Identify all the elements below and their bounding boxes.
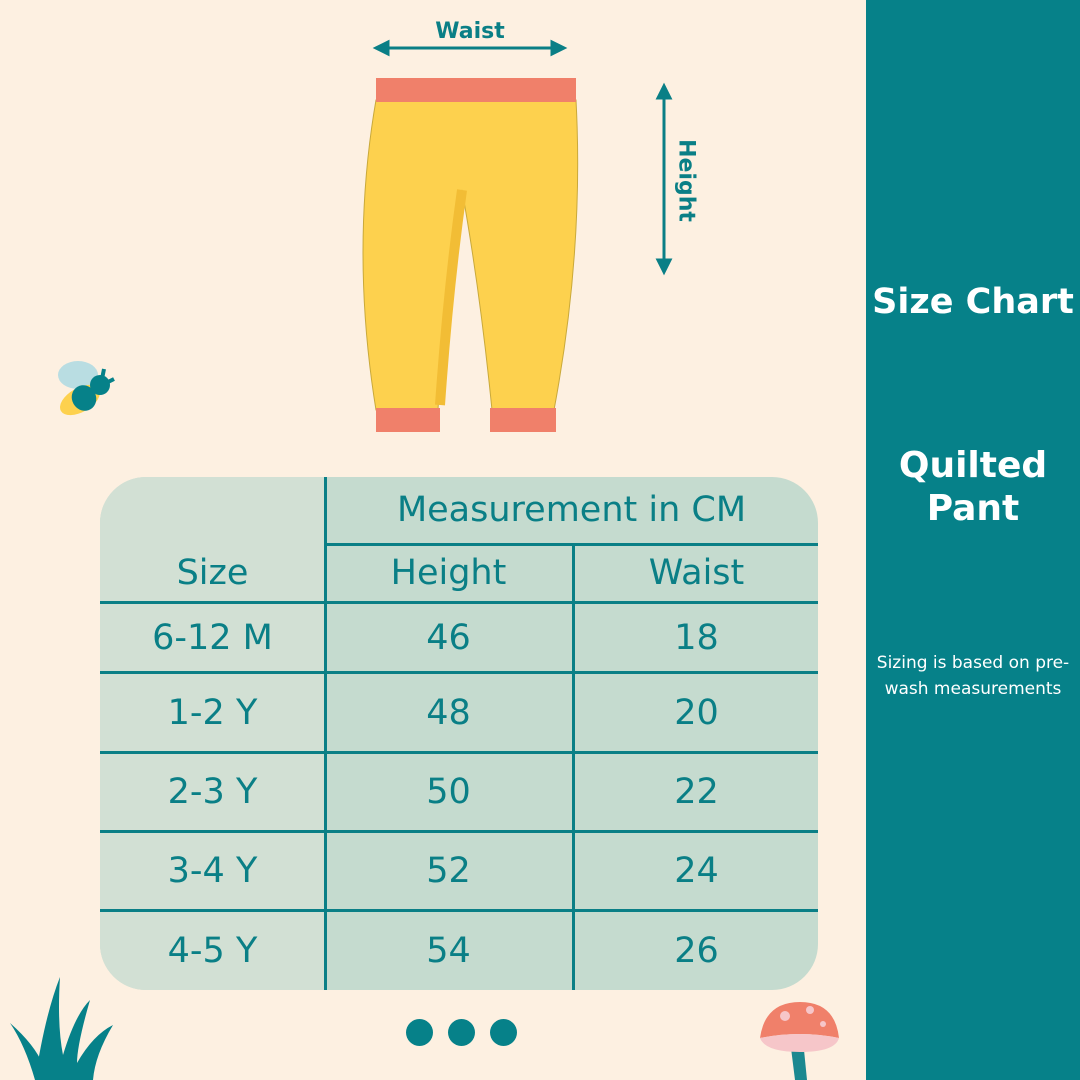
header-height: Height	[390, 553, 507, 593]
group-header: Measurement in CM	[396, 490, 747, 530]
page-title: Size Chart	[872, 282, 1074, 322]
header-size: Size	[176, 553, 249, 593]
grass-icon	[10, 977, 113, 1080]
sizing-note: Sizing is based on pre-wash measurements	[876, 653, 1070, 699]
cell-waist: 18	[674, 617, 719, 658]
page-dot	[448, 1019, 475, 1046]
bee-icon	[58, 361, 115, 416]
size-table: Measurement in CM Size Height Waist 6-12…	[100, 477, 818, 990]
height-label: Height	[673, 139, 699, 222]
cell-size: 1-2 Y	[167, 692, 258, 733]
product-name: Quilted Pant	[898, 445, 1048, 529]
cell-height: 46	[426, 617, 471, 658]
cell-size: 2-3 Y	[167, 772, 258, 812]
cell-size: 6-12 M	[152, 617, 273, 658]
header-waist: Waist	[648, 553, 745, 593]
mushroom-icon	[760, 1002, 839, 1080]
cell-waist: 22	[674, 772, 719, 812]
cell-waist: 24	[674, 851, 719, 891]
waist-arrow	[372, 39, 568, 57]
cell-height: 50	[426, 772, 471, 812]
cell-size: 4-5 Y	[167, 931, 258, 971]
pants-icon	[362, 78, 579, 432]
cell-height: 48	[426, 692, 471, 733]
page-dot	[406, 1019, 433, 1046]
cell-height: 52	[426, 851, 471, 891]
pants-diagram	[362, 39, 673, 432]
cell-height: 54	[426, 931, 471, 971]
cell-waist: 20	[674, 692, 719, 733]
height-arrow	[655, 82, 673, 276]
side-panel: Size Chart Quilted Pant Sizing is based …	[866, 0, 1080, 1080]
cell-waist: 26	[674, 931, 719, 971]
cell-size: 3-4 Y	[167, 851, 258, 891]
page-dot	[490, 1019, 517, 1046]
waist-label: Waist	[435, 19, 505, 44]
